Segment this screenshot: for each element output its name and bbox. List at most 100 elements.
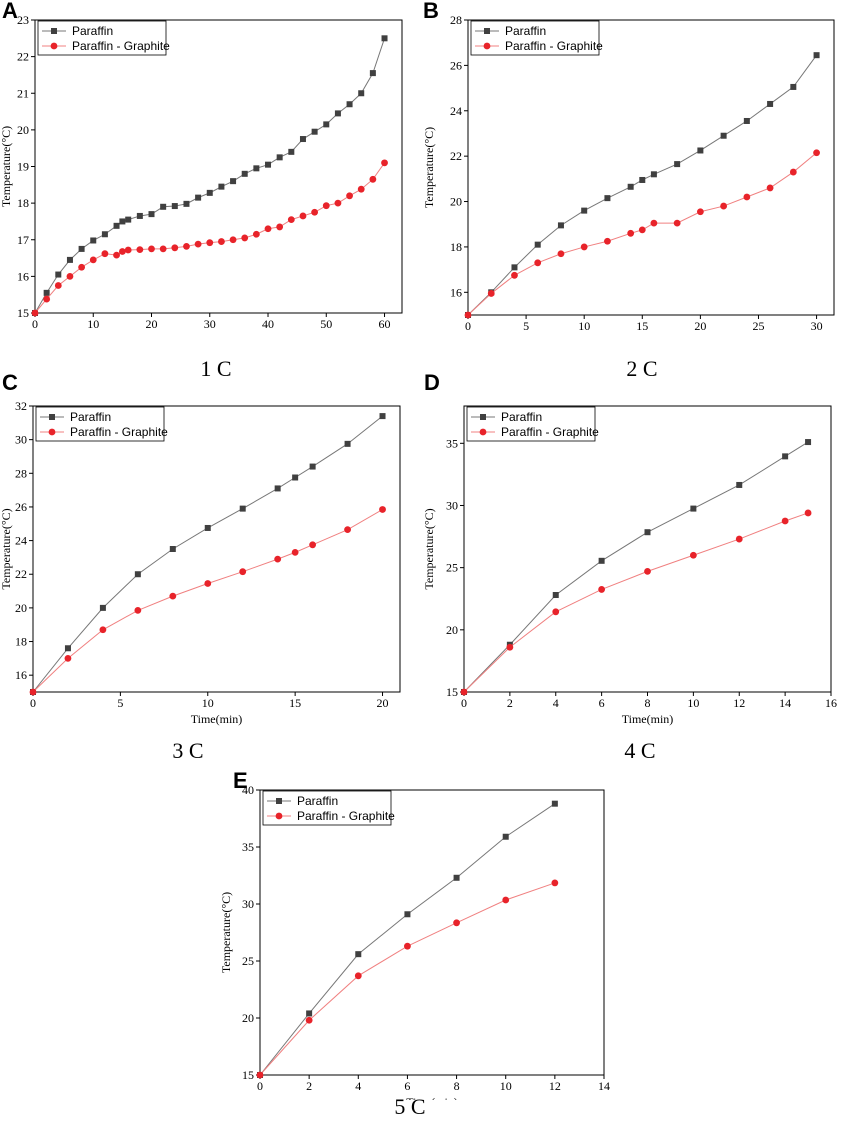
x-tick-label: 8 [454,1079,460,1093]
chart-d: 0 2 4 6 8 10 12 14 16 15 20 25 30 35 Time(min) Temperat… [423,405,837,726]
data-point-paraffin-graphite [813,149,820,157]
data-point-paraffin-graphite [239,568,247,576]
data-point-paraffin [790,83,797,90]
y-tick-label: 28 [15,466,27,480]
data-point-paraffin [160,203,167,210]
legend-entry-paraffin-graphite: Paraffin - Graphite [72,39,170,53]
x-tick-label: 20 [377,696,389,710]
data-point-paraffin [55,271,62,278]
data-point-paraffin-graphite [696,208,704,216]
rate-caption-c: 3 C [172,738,204,763]
data-point-paraffin-graphite [322,202,330,210]
data-point-paraffin [134,571,141,578]
data-point-paraffin [690,505,697,512]
data-point-paraffin-graphite [204,580,212,587]
y-tick-label: 16 [450,285,462,299]
data-point-paraffin [323,121,330,128]
data-point-paraffin-graphite [334,199,342,207]
data-point-paraffin-graphite [241,234,249,242]
data-point-paraffin [218,183,225,190]
data-point-paraffin-graphite [229,236,237,244]
chart-b: 05101520253016182022242628Time(min)Tempe… [423,13,835,330]
x-tick-label: 12 [733,696,745,710]
data-point-paraffin [453,874,460,881]
data-point-paraffin-graphite [252,230,260,238]
data-point-paraffin-graphite [43,295,51,303]
y-tick-label: 35 [242,840,254,854]
data-point-paraffin [355,951,362,958]
plot-frame [32,405,401,693]
data-point-paraffin [309,463,316,470]
data-point-paraffin [171,203,178,210]
data-point-paraffin-graphite [89,256,97,264]
data-point-paraffin-graphite [644,567,651,575]
data-point-paraffin-graphite [274,555,282,563]
data-point-paraffin [404,911,411,918]
data-point-paraffin-graphite [134,607,142,614]
data-point-paraffin-graphite [551,879,559,887]
y-tick-label: 30 [446,498,458,512]
data-point-paraffin [502,833,509,840]
data-point-paraffin-graphite [720,202,728,210]
y-axis-label: Temperature(°C) [220,892,233,973]
x-tick-label: 25 [752,319,764,330]
y-tick-label: 18 [15,635,27,649]
data-point-paraffin [43,289,50,296]
x-tick-label: 14 [779,696,791,710]
y-axis-label: Temperature(°C) [423,508,436,589]
data-point-paraffin [344,440,351,447]
plot-frame [259,789,605,1076]
y-tick-label: 16 [15,668,27,682]
data-point-paraffin [113,222,120,229]
data-point-paraffin-graphite [552,608,560,616]
y-tick-label: 24 [450,104,462,118]
x-tick-label: 12 [549,1079,561,1093]
y-tick-label: 40 [242,783,254,797]
data-point-paraffin [204,524,211,531]
data-point-paraffin-graphite [354,972,362,980]
y-tick-label: 20 [17,123,29,137]
data-point-paraffin [805,439,812,446]
data-point-paraffin [334,110,341,117]
data-point-paraffin-graphite [511,271,518,279]
data-point-paraffin-graphite [369,175,377,183]
x-tick-label: 0 [465,319,471,330]
x-tick-label: 0 [461,696,467,710]
y-tick-label: 15 [17,306,29,320]
data-point-paraffin-graphite [766,184,774,192]
data-point-paraffin-graphite [118,248,126,255]
data-point-paraffin-graphite [136,246,144,254]
y-tick-label: 22 [17,50,29,64]
plot-frame [34,19,403,314]
legend-box [37,20,167,56]
data-point-paraffin-graphite [379,506,386,513]
data-point-paraffin-graphite [171,244,179,252]
x-tick-label: 16 [825,696,837,710]
data-point-paraffin-graphite [148,245,155,253]
x-tick-label: 8 [645,696,651,710]
data-point-paraffin-graphite [101,250,109,258]
data-point-paraffin [276,154,283,161]
data-point-paraffin-graphite [638,226,646,234]
x-axis-label: Time(min) [622,712,674,726]
panel-letter-e: E [233,768,248,793]
data-point-paraffin-graphite [276,223,284,231]
rate-caption-a: 1 C [200,356,232,381]
legend-entry-paraffin-graphite: Paraffin - Graphite [70,425,168,439]
data-point-paraffin [288,148,295,155]
series-line-paraffin [32,415,383,693]
data-point-paraffin [136,212,143,219]
x-tick-label: 40 [262,317,274,330]
x-tick-label: 30 [204,317,216,330]
data-point-paraffin-graphite [743,193,751,201]
data-point-paraffin [557,222,564,229]
data-point-paraffin-graphite [54,282,62,289]
data-point-paraffin-graphite [650,219,658,227]
data-point-paraffin [782,453,789,460]
data-point-paraffin [767,100,774,107]
data-point-paraffin [813,52,820,59]
data-point-paraffin [119,218,126,225]
series-line-paraffin [463,441,809,693]
data-point-paraffin-graphite [291,548,299,556]
data-point-paraffin-graphite [460,688,468,696]
